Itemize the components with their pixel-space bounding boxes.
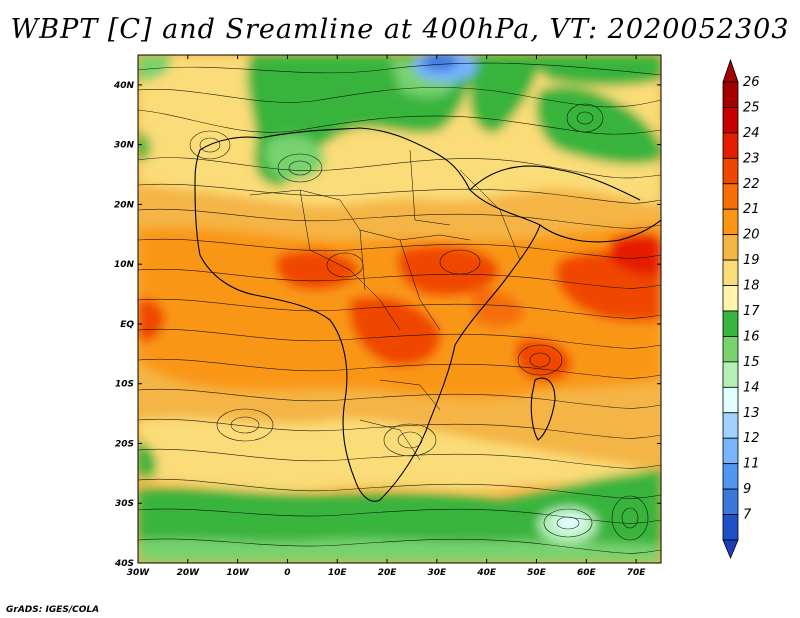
colorbar-swatch xyxy=(722,132,739,159)
colorbar-label: 24 xyxy=(743,126,760,141)
colorbar-swatch xyxy=(722,285,739,312)
colorbar-label: 18 xyxy=(743,279,760,294)
lat-tick-label: 30N xyxy=(114,141,135,151)
map-frame xyxy=(137,54,662,564)
colorbar-swatch xyxy=(722,81,739,108)
coastlines xyxy=(194,127,661,502)
colorbar-swatch xyxy=(722,386,739,414)
lat-tick-label: 30S xyxy=(115,499,134,509)
lon-tick-label: 30E xyxy=(428,568,448,578)
lon-tick-label: 10W xyxy=(226,568,250,578)
colorbar-label: 14 xyxy=(743,380,760,395)
colorbar-swatch xyxy=(722,234,739,261)
colorbar-swatch xyxy=(722,107,739,134)
colorbar-swatch xyxy=(722,259,739,286)
colorbar-swatch xyxy=(722,157,739,185)
colorbar-label: 11 xyxy=(743,457,760,472)
colorbar-label: 9 xyxy=(743,482,751,497)
colorbar-label: 17 xyxy=(743,304,760,319)
colorbar-label: 7 xyxy=(743,508,752,523)
colorbar-label: 26 xyxy=(743,75,760,90)
colorbar-swatch xyxy=(722,183,739,210)
lon-tick-label: 30W xyxy=(127,568,151,578)
lon-tick-label: 40E xyxy=(476,568,497,578)
lon-tick-label: 20W xyxy=(177,568,201,578)
lon-tick-label: 50E xyxy=(527,568,547,578)
colorbar-swatch xyxy=(722,463,739,490)
map-plot-area xyxy=(138,55,661,563)
colorbar-swatch xyxy=(722,437,739,465)
lon-tick-label: 60E xyxy=(577,568,597,578)
colorbar-swatch xyxy=(722,514,739,541)
colorbar-label: 20 xyxy=(743,228,760,243)
lat-tick-label: 20N xyxy=(114,200,135,210)
colorbar-label: 25 xyxy=(743,100,760,115)
colorbar-bottom-arrow xyxy=(722,539,739,560)
lat-tick-label: 40N xyxy=(113,81,135,91)
wbpt-shading xyxy=(138,55,661,563)
lon-tick-label: 10E xyxy=(328,568,348,578)
colorbar-label: 12 xyxy=(743,431,760,446)
longitude-axis: 30W 20W 10W 0 10E 20E 30E 40E 50E 60E 70E xyxy=(127,55,647,578)
lat-tick-label: 20S xyxy=(115,439,134,449)
colorbar-swatch xyxy=(722,336,739,363)
colorbar-label: 22 xyxy=(743,177,760,192)
lon-tick-label: 0 xyxy=(284,568,290,578)
colorbar-swatch xyxy=(722,488,739,515)
latitude-axis: 40N 30N 20N 10N EQ 10S 20S 30S 40S xyxy=(113,81,661,569)
colorbar-label: 13 xyxy=(743,406,760,421)
colorbar-label: 16 xyxy=(743,329,760,344)
colorbar-swatch xyxy=(722,412,739,439)
lon-tick-label: 20E xyxy=(378,568,398,578)
colorbar-top-arrow xyxy=(722,58,739,83)
colorbar-label: 23 xyxy=(743,151,760,166)
colorbar-label: 19 xyxy=(743,253,760,268)
grads-credit: GrADS: IGES/COLA xyxy=(6,605,100,615)
lon-tick-label: 70E xyxy=(627,568,647,578)
colorbar-swatch xyxy=(722,208,739,236)
colorbar-swatch xyxy=(722,310,739,337)
lat-tick-label: 10S xyxy=(115,380,134,390)
colorbar-label: 21 xyxy=(743,202,760,217)
map-title: WBPT [C] and Sreamline at 400hPa, VT: 20… xyxy=(10,14,790,45)
lat-tick-label: 40S xyxy=(114,559,134,569)
colorbar-swatch xyxy=(722,361,739,388)
colorbar-label: 15 xyxy=(743,355,760,370)
country-borders xyxy=(249,149,521,461)
lat-tick-label: 10N xyxy=(114,260,135,270)
colorbar: 26 25 24 23 22 21 20 19 18 17 16 15 14 13 12 11 9 7 xyxy=(722,58,760,560)
lat-tick-label: EQ xyxy=(120,320,134,330)
